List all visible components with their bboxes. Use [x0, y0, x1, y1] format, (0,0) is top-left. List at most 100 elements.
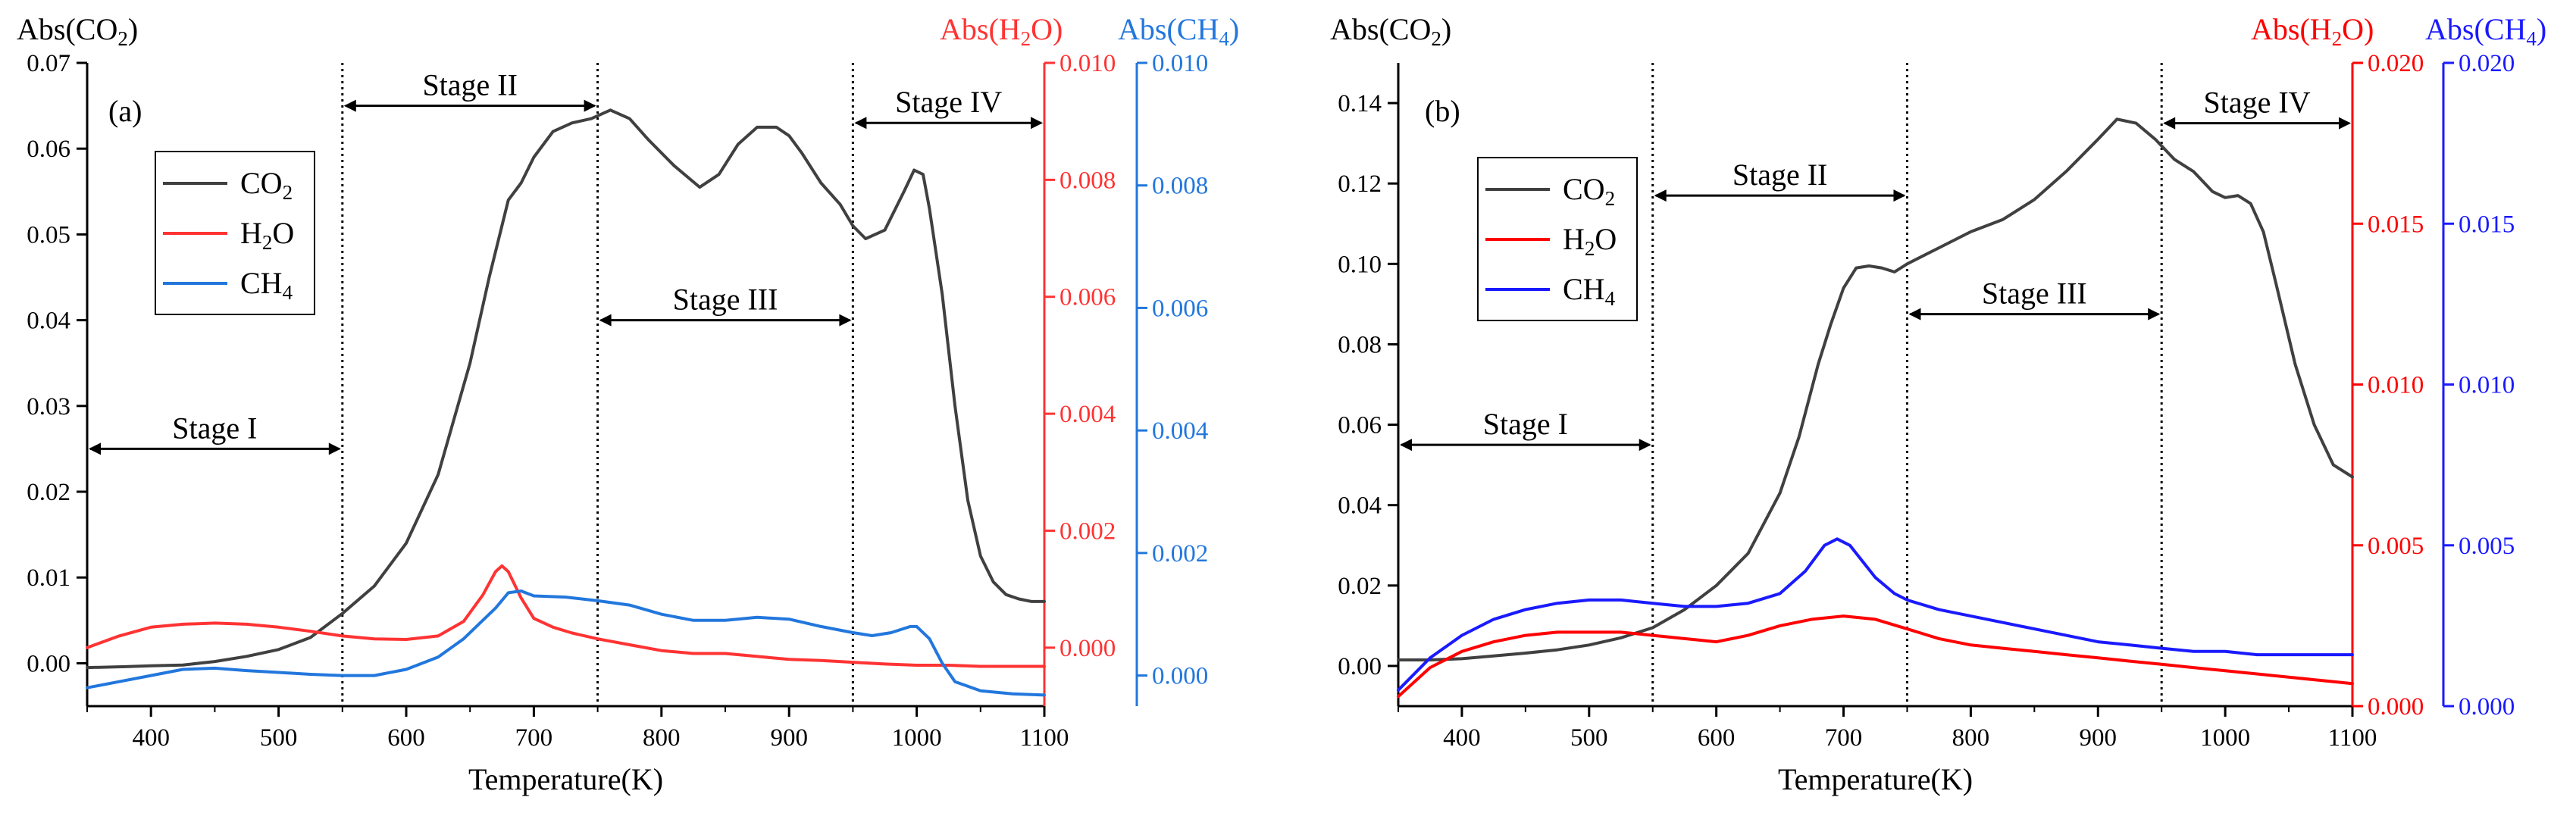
stage-arrow-head-left [1654, 189, 1667, 202]
stage-label: Stage III [673, 283, 778, 317]
x-tick-label: 400 [132, 724, 170, 752]
stage-arrow-head-left [599, 314, 612, 327]
x-tick-label: 1000 [2200, 724, 2250, 752]
y-left-tick-label: 0.02 [27, 479, 70, 506]
y-left-axis-label: Abs(CO2​) [17, 12, 138, 50]
legend-label: H2​O [240, 216, 294, 254]
y-right1-tick-label: 0.005 [2368, 533, 2424, 560]
stage-arrow-head-right [1031, 117, 1043, 130]
y-left-tick-label: 0.06 [27, 136, 70, 163]
x-tick-label: 500 [260, 724, 298, 752]
y-left-tick-label: 0.03 [27, 393, 70, 421]
stage-label: Stage II [422, 68, 518, 102]
series-line-h2o [1397, 614, 2354, 699]
x-axis-label: Temperature(K) [1778, 762, 1973, 796]
y-right1-tick-label: 0.004 [1060, 401, 1116, 428]
x-tick-label: 500 [1570, 724, 1608, 752]
x-tick-label: 700 [515, 724, 553, 752]
y-left-tick-label: 0.05 [27, 221, 70, 249]
stage-arrow-head-left [343, 99, 356, 112]
chart-panel-b: 400 500 600 700 800 900 1000 1100 0.00 0.02 0.04 0.… [1330, 12, 2546, 796]
y-right1-axis-label: Abs(H2​O) [2251, 12, 2374, 50]
stage-arrow-head-left [2163, 117, 2176, 130]
y-right2-tick-label: 0.015 [2459, 211, 2515, 238]
x-tick-label: 800 [1952, 724, 1990, 752]
legend-label: CH4​ [240, 266, 293, 304]
y-right2-tick-label: 0.005 [2459, 533, 2515, 560]
legend-label: CH4​ [1563, 272, 1616, 310]
panel-label: (b) [1425, 94, 1460, 128]
y-left-tick-label: 0.04 [1338, 492, 1382, 520]
y-left-tick-label: 0.02 [1338, 573, 1382, 600]
y-right2-tick-label: 0.002 [1152, 540, 1208, 567]
series-line-co2 [86, 108, 1046, 670]
y-right1-tick-label: 0.008 [1060, 167, 1116, 194]
y-right1-tick-label: 0.002 [1060, 517, 1116, 545]
y-right1-tick-label: 0.006 [1060, 284, 1116, 311]
y-right2-tick-label: 0.010 [1152, 50, 1208, 77]
stage-label: Stage I [1483, 407, 1568, 441]
panel-label: (a) [108, 94, 142, 128]
series-line-h2o [86, 564, 1046, 668]
stage-arrow-head-right [2339, 117, 2351, 130]
stage-arrow-head-right [1893, 189, 1906, 202]
x-tick-label: 600 [387, 724, 425, 752]
chart-panel-a: 400 500 600 700 800 900 1000 1100 0.00 0.01 0.02 0.… [17, 12, 1239, 796]
x-tick-label: 800 [643, 724, 681, 752]
stage-arrow-head-right [328, 442, 341, 455]
y-right1-tick-label: 0.015 [2368, 211, 2424, 238]
series-line-ch4 [86, 589, 1046, 697]
y-right1-tick-label: 0.000 [2368, 693, 2424, 721]
stage-label: Stage IV [895, 85, 1002, 119]
y-right2-axis-label: Abs(CH4​) [2425, 12, 2546, 50]
y-left-tick-label: 0.12 [1338, 170, 1382, 198]
series-line-ch4 [1397, 537, 2354, 692]
y-left-tick-label: 0.10 [1338, 251, 1382, 278]
y-right2-tick-label: 0.020 [2459, 50, 2515, 77]
stage-label: Stage I [172, 411, 257, 445]
stage-arrow-head-right [839, 314, 852, 327]
stage-label: Stage II [1732, 158, 1828, 192]
x-tick-label: 400 [1443, 724, 1481, 752]
legend-label: CO2​ [1563, 172, 1615, 210]
stage-arrow-head-right [1639, 439, 1651, 452]
x-tick-label: 1100 [1020, 724, 1069, 752]
stage-arrow-head-right [2148, 308, 2161, 320]
legend-label: H2​O [1563, 222, 1617, 260]
x-tick-label: 900 [2080, 724, 2117, 752]
y-left-tick-label: 0.00 [27, 650, 70, 677]
y-right1-axis-label: Abs(H2​O) [940, 12, 1063, 50]
stage-arrow-head-left [1908, 308, 1921, 320]
x-tick-label: 900 [770, 724, 808, 752]
y-right1-tick-label: 0.000 [1060, 635, 1116, 662]
stage-arrow-head-left [89, 442, 101, 455]
y-right1-tick-label: 0.010 [2368, 372, 2424, 399]
y-right2-axis-label: Abs(CH4​) [1118, 12, 1239, 50]
y-right2-tick-label: 0.010 [2459, 372, 2515, 399]
x-tick-label: 1000 [892, 724, 942, 752]
stage-label: Stage III [1982, 277, 2087, 311]
stage-arrow-head-left [1400, 439, 1412, 452]
y-right2-tick-label: 0.004 [1152, 417, 1208, 445]
y-left-tick-label: 0.14 [1338, 90, 1382, 117]
y-left-tick-label: 0.08 [1338, 331, 1382, 358]
legend-label: CO2​ [240, 166, 293, 204]
y-left-tick-label: 0.00 [1338, 653, 1382, 680]
y-right1-tick-label: 0.010 [1060, 50, 1116, 77]
y-right2-tick-label: 0.008 [1152, 173, 1208, 200]
stage-arrow-head-left [854, 117, 867, 130]
x-tick-label: 600 [1698, 724, 1736, 752]
y-right2-tick-label: 0.000 [1152, 663, 1208, 690]
x-tick-label: 1100 [2328, 724, 2377, 752]
stage-label: Stage IV [2204, 86, 2311, 120]
y-right2-tick-label: 0.006 [1152, 295, 1208, 322]
x-axis-label: Temperature(K) [468, 762, 663, 796]
x-tick-label: 700 [1825, 724, 1863, 752]
y-left-tick-label: 0.01 [27, 564, 70, 592]
y-left-tick-label: 0.07 [27, 50, 70, 77]
y-left-axis-label: Abs(CO2​) [1330, 12, 1451, 50]
series-line-co2 [1397, 117, 2354, 661]
y-right2-tick-label: 0.000 [2459, 693, 2515, 721]
stage-arrow-head-right [584, 99, 596, 112]
